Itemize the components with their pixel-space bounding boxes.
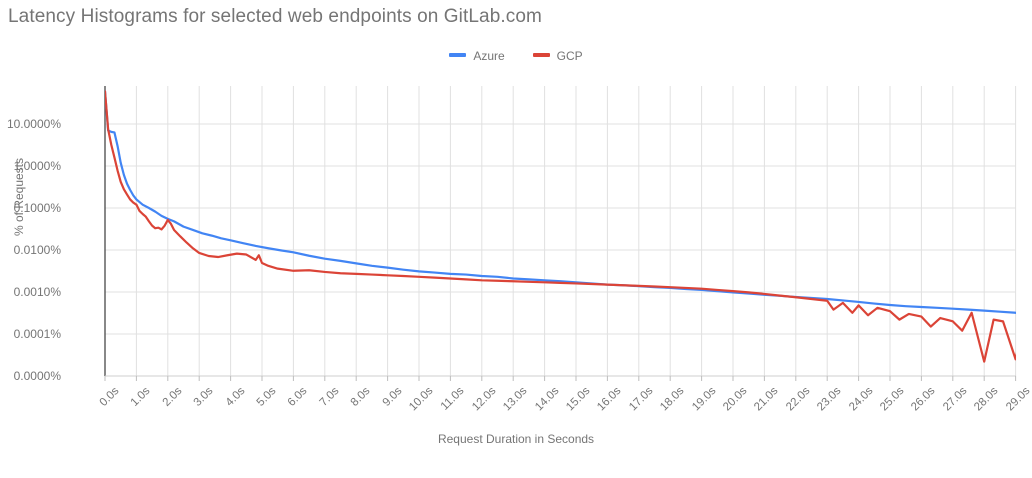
series-line-azure bbox=[105, 90, 1016, 314]
legend-item-gcp[interactable]: GCP bbox=[532, 48, 583, 63]
y-tick-label: 0.0010% bbox=[13, 285, 61, 299]
legend-label-azure: Azure bbox=[473, 48, 505, 63]
y-tick-label: 0.1000% bbox=[13, 201, 61, 215]
y-tick-label: 1.0000% bbox=[13, 159, 61, 173]
y-axis-tick-labels: 10.0000% 1.0000% 0.1000% 0.0100% 0.0010% 0.00… bbox=[0, 0, 99, 458]
y-tick-label: 0.0001% bbox=[13, 327, 61, 341]
y-tick-label: 10.0000% bbox=[6, 117, 61, 131]
legend-item-azure[interactable]: Azure bbox=[449, 48, 505, 63]
legend-swatch-azure bbox=[449, 52, 467, 57]
chart-legend: Azure GCP bbox=[0, 48, 1032, 63]
y-tick-label: 0.0000% bbox=[13, 369, 61, 383]
x-axis-title: Request Duration in Seconds bbox=[437, 432, 595, 446]
legend-label-gcp: GCP bbox=[556, 48, 583, 63]
plot-area bbox=[104, 86, 1017, 381]
legend-swatch-gcp bbox=[532, 52, 550, 57]
y-tick-label: 0.0100% bbox=[13, 243, 61, 257]
chart-title: Latency Histograms for selected web endp… bbox=[8, 6, 542, 27]
x-axis-tick-labels: 0.0s 1.0s 2.0s 3.0s 4.0s 5.0s 6.0s 7.0s 8.0s 9.0s… bbox=[98, 385, 1032, 413]
series-line-gcp bbox=[105, 90, 1016, 363]
axis-lines bbox=[104, 86, 1017, 381]
y-axis-title: % of Requests bbox=[12, 157, 26, 237]
latency-histogram-chart: Latency Histograms for selected web endp… bbox=[0, 0, 1032, 458]
